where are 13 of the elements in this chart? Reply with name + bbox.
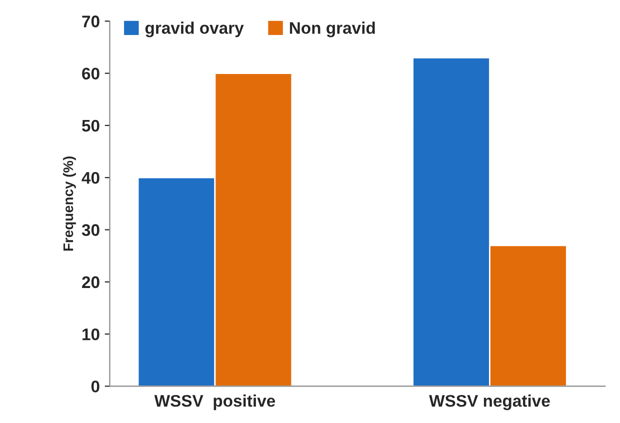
y-axis-title: Frequency (%) xyxy=(62,156,76,251)
y-tick-label: 70 xyxy=(82,16,100,28)
legend-label: gravid ovary xyxy=(145,22,244,38)
y-tick-label: 60 xyxy=(82,68,100,80)
y-tick-label: 50 xyxy=(82,120,100,132)
legend-label: Non gravid xyxy=(290,22,375,38)
y-tick-label: 20 xyxy=(82,276,100,288)
y-tick-label: 10 xyxy=(82,328,100,340)
y-tick-label: 40 xyxy=(82,172,100,184)
x-tick-label: WSSV negative xyxy=(429,394,550,410)
y-tick-label: 0 xyxy=(91,380,100,392)
x-tick-label: WSSV positive xyxy=(154,394,276,410)
y-tick-label: 30 xyxy=(82,224,100,236)
